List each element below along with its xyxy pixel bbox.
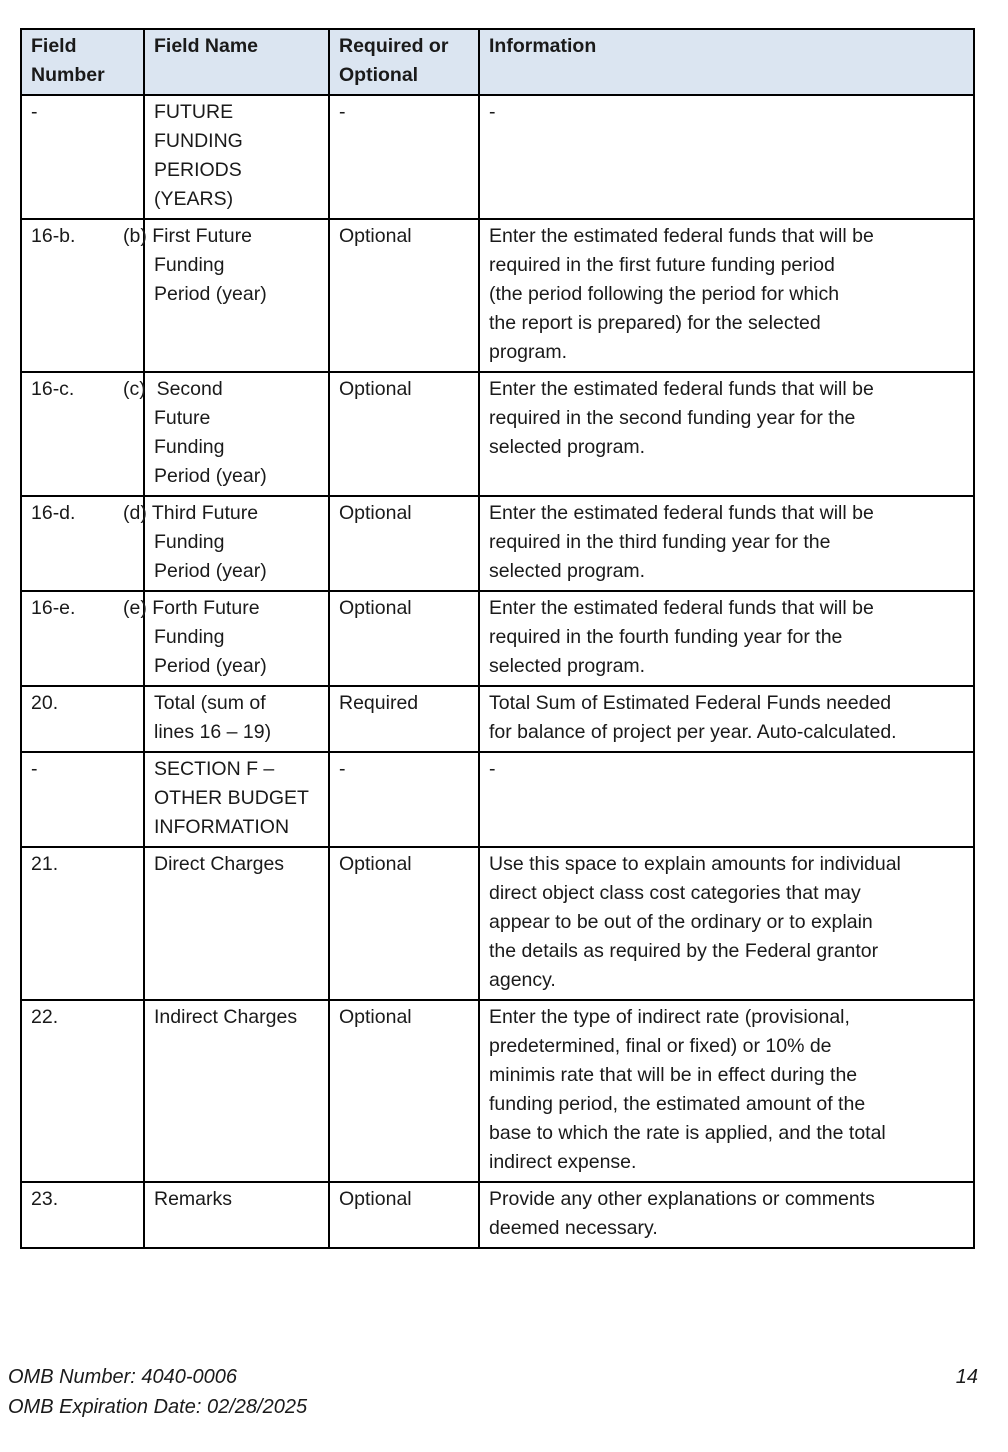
required-or-optional-cell: Optional (328, 218, 480, 373)
required-or-optional-cell: Optional (328, 999, 480, 1183)
field-name-cell: Indirect Charges (143, 999, 330, 1183)
field-number-cell: - (20, 751, 145, 848)
column-header-field-number: Field Number (20, 28, 145, 96)
table-row: 16-c. (c) Second Future Funding Period (… (20, 371, 975, 497)
column-header-information: Information (478, 28, 975, 96)
field-number-cell: 23. (20, 1181, 145, 1249)
information-cell: Provide any other explanations or commen… (478, 1181, 975, 1249)
required-or-optional-cell: Optional (328, 846, 480, 1001)
field-number-cell: 21. (20, 846, 145, 1001)
field-name-cell: FUTURE FUNDING PERIODS (YEARS) (143, 94, 330, 220)
table-row: 23. Remarks Optional Provide any other e… (20, 1181, 975, 1249)
information-cell: Enter the estimated federal funds that w… (478, 218, 975, 373)
information-cell: Enter the estimated federal funds that w… (478, 495, 975, 592)
information-cell: Enter the estimated federal funds that w… (478, 371, 975, 497)
table-row: 16-e. (e) Forth Future Funding Period (y… (20, 590, 975, 687)
information-cell: - (478, 94, 975, 220)
information-cell: - (478, 751, 975, 848)
field-name-cell: (b) First Future Funding Period (year) (123, 218, 330, 373)
column-header-field-name: Field Name (143, 28, 330, 96)
table-row: 21. Direct Charges Optional Use this spa… (20, 846, 975, 1001)
field-number-cell: 16-c. (20, 371, 145, 497)
field-name-cell: Direct Charges (143, 846, 330, 1001)
page-footer: OMB Number: 4040-0006 14 OMB Expiration … (8, 1362, 978, 1422)
field-number-cell: 16-e. (20, 590, 145, 687)
table-row: - FUTURE FUNDING PERIODS (YEARS) - - (20, 94, 975, 220)
page-number: 14 (955, 1366, 978, 1388)
table-row: - SECTION F – OTHER BUDGET INFORMATION -… (20, 751, 975, 848)
information-cell: Total Sum of Estimated Federal Funds nee… (478, 685, 975, 753)
table-row: 16-d. (d) Third Future Funding Period (y… (20, 495, 975, 592)
omb-number-text: OMB Number: 4040-0006 (8, 1366, 238, 1388)
field-name-cell: (e) Forth Future Funding Period (year) (123, 590, 330, 687)
omb-expiration-text: OMB Expiration Date: 02/28/2025 (8, 1396, 308, 1418)
required-or-optional-cell: Optional (328, 590, 480, 687)
field-name-cell: (c) Second Future Funding Period (year) (123, 371, 330, 497)
field-name-cell: Total (sum of lines 16 – 19) (143, 685, 330, 753)
table-body: - FUTURE FUNDING PERIODS (YEARS) - - 16-… (20, 94, 975, 1249)
field-number-cell: 16-b. (20, 218, 145, 373)
table-header-row: Field Number Field Name Required or Opti… (20, 28, 975, 96)
required-or-optional-cell: - (328, 94, 480, 220)
field-number-cell: - (20, 94, 145, 220)
required-or-optional-cell: Optional (328, 371, 480, 497)
table-row: 20. Total (sum of lines 16 – 19) Require… (20, 685, 975, 753)
information-cell: Enter the type of indirect rate (provisi… (478, 999, 975, 1183)
information-cell: Enter the estimated federal funds that w… (478, 590, 975, 687)
field-name-cell: (d) Third Future Funding Period (year) (123, 495, 330, 592)
field-name-cell: SECTION F – OTHER BUDGET INFORMATION (143, 751, 330, 848)
field-number-cell: 16-d. (20, 495, 145, 592)
required-or-optional-cell: Required (328, 685, 480, 753)
field-number-cell: 20. (20, 685, 145, 753)
information-cell: Use this space to explain amounts for in… (478, 846, 975, 1001)
field-definitions-table: Field Number Field Name Required or Opti… (20, 28, 975, 1249)
required-or-optional-cell: Optional (328, 495, 480, 592)
table-row: 16-b. (b) First Future Funding Period (y… (20, 218, 975, 373)
field-number-cell: 22. (20, 999, 145, 1183)
table-row: 22. Indirect Charges Optional Enter the … (20, 999, 975, 1183)
required-or-optional-cell: Optional (328, 1181, 480, 1249)
column-header-required-or-optional: Required or Optional (328, 28, 480, 96)
required-or-optional-cell: - (328, 751, 480, 848)
field-name-cell: Remarks (143, 1181, 330, 1249)
